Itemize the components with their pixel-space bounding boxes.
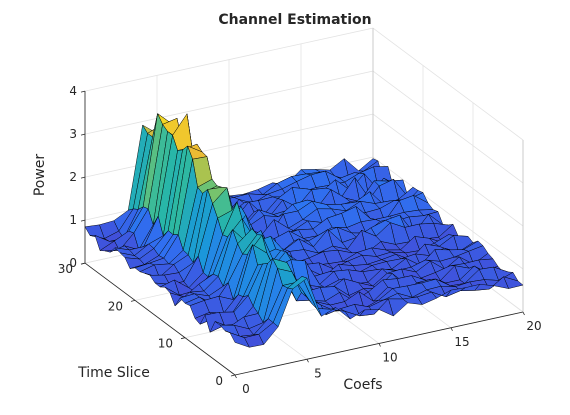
z-tick-mark	[80, 262, 86, 265]
z-tick-label: 0	[69, 256, 77, 270]
y-tick-mark	[180, 337, 186, 340]
x-tick-label: 0	[242, 382, 250, 396]
x-tick-mark	[306, 359, 309, 363]
chart-title: Channel Estimation	[218, 12, 371, 28]
x-tick-mark	[378, 343, 381, 347]
y-axis-label: Time Slice	[77, 365, 150, 381]
y-tick-label: 0	[215, 374, 223, 388]
y-tick-label: 30	[58, 262, 73, 276]
y-tick-mark	[230, 374, 236, 377]
grid-line-z	[84, 27, 524, 141]
x-axis-label: Coefs	[343, 377, 382, 393]
x-tick-mark	[522, 311, 525, 316]
z-tick-label: 4	[69, 84, 77, 98]
x-tick-mark	[234, 374, 237, 379]
z-tick-label: 2	[69, 170, 77, 184]
z-tick-mark	[80, 219, 86, 222]
z-tick-label: 1	[69, 213, 77, 227]
x-tick-label: 10	[382, 351, 397, 365]
x-tick-label: 15	[454, 335, 469, 349]
y-tick-label: 20	[108, 299, 123, 313]
y-axis-line	[84, 262, 236, 376]
z-tick-mark	[80, 176, 86, 179]
y-tick-mark	[130, 300, 136, 302]
surface-plot	[84, 113, 524, 348]
z-tick-label: 3	[69, 127, 77, 141]
z-tick-mark	[80, 133, 86, 136]
x-tick-label: 5	[314, 366, 322, 380]
surface-patch	[229, 332, 250, 348]
z-axis-label: Power	[32, 154, 48, 197]
x-tick-label: 20	[526, 319, 541, 333]
y-tick-label: 10	[158, 337, 173, 351]
z-tick-mark	[80, 90, 86, 93]
x-tick-mark	[450, 327, 453, 331]
